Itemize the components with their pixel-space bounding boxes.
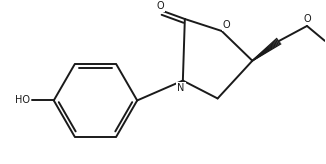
Text: O: O	[156, 1, 164, 11]
Text: O: O	[303, 14, 311, 24]
Text: N: N	[177, 82, 185, 92]
Text: HO: HO	[15, 95, 30, 105]
Text: O: O	[223, 20, 230, 30]
